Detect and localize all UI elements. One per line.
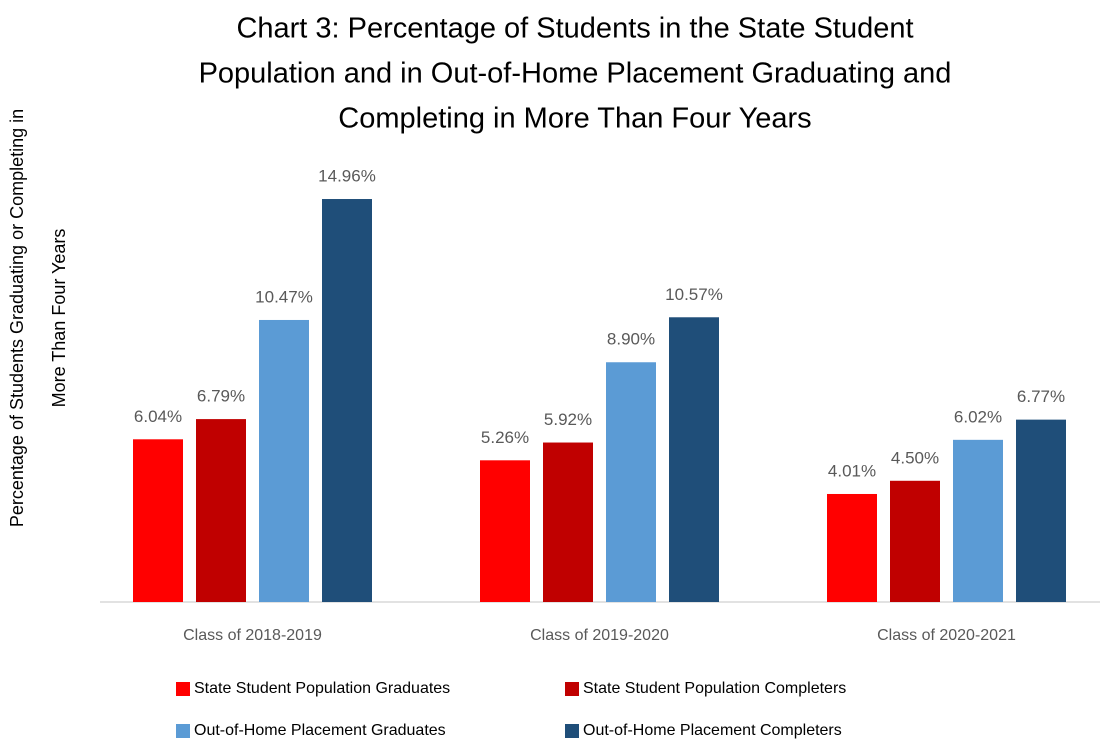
data-label: 6.02% <box>954 407 1002 426</box>
legend-label: State Student Population Graduates <box>194 680 450 697</box>
legend-label: Out-of-Home Placement Graduates <box>194 722 446 739</box>
data-label: 10.47% <box>255 287 313 306</box>
data-label: 5.26% <box>481 428 529 447</box>
data-label: 4.50% <box>891 448 939 467</box>
y-axis-label: Percentage of Students Graduating or Com… <box>7 109 27 527</box>
x-tick-label: Class of 2019-2020 <box>530 627 669 644</box>
chart-title: Chart 3: Percentage of Students in the S… <box>236 13 913 45</box>
data-label: 6.04% <box>134 407 182 426</box>
bar <box>133 439 183 602</box>
data-label: 10.57% <box>665 285 723 304</box>
chart-title: Population and in Out-of-Home Placement … <box>199 58 952 90</box>
data-label: 5.92% <box>544 410 592 429</box>
data-label: 6.79% <box>197 387 245 406</box>
x-tick-label: Class of 2020-2021 <box>877 627 1016 644</box>
bar <box>606 362 656 602</box>
bar <box>480 460 530 602</box>
legend-swatch <box>176 682 190 696</box>
bar <box>543 442 593 602</box>
bar <box>827 493 877 602</box>
data-label: 8.90% <box>607 330 655 349</box>
data-label: 14.96% <box>318 166 376 185</box>
bar <box>669 317 719 602</box>
data-label: 6.77% <box>1017 387 1065 406</box>
bar <box>196 419 246 602</box>
bar <box>1016 419 1066 602</box>
bar <box>953 439 1003 602</box>
legend-label: State Student Population Completers <box>583 680 846 697</box>
bar <box>259 319 309 602</box>
x-tick-label: Class of 2018-2019 <box>183 627 322 644</box>
bar <box>890 480 940 602</box>
data-label: 4.01% <box>828 461 876 480</box>
chart-title: Completing in More Than Four Years <box>338 103 811 135</box>
legend-swatch <box>176 724 190 738</box>
legend-label: Out-of-Home Placement Completers <box>583 722 842 739</box>
bar <box>322 199 372 602</box>
legend-swatch <box>565 682 579 696</box>
y-axis-label: More Than Four Years <box>49 229 69 408</box>
legend-swatch <box>565 724 579 738</box>
